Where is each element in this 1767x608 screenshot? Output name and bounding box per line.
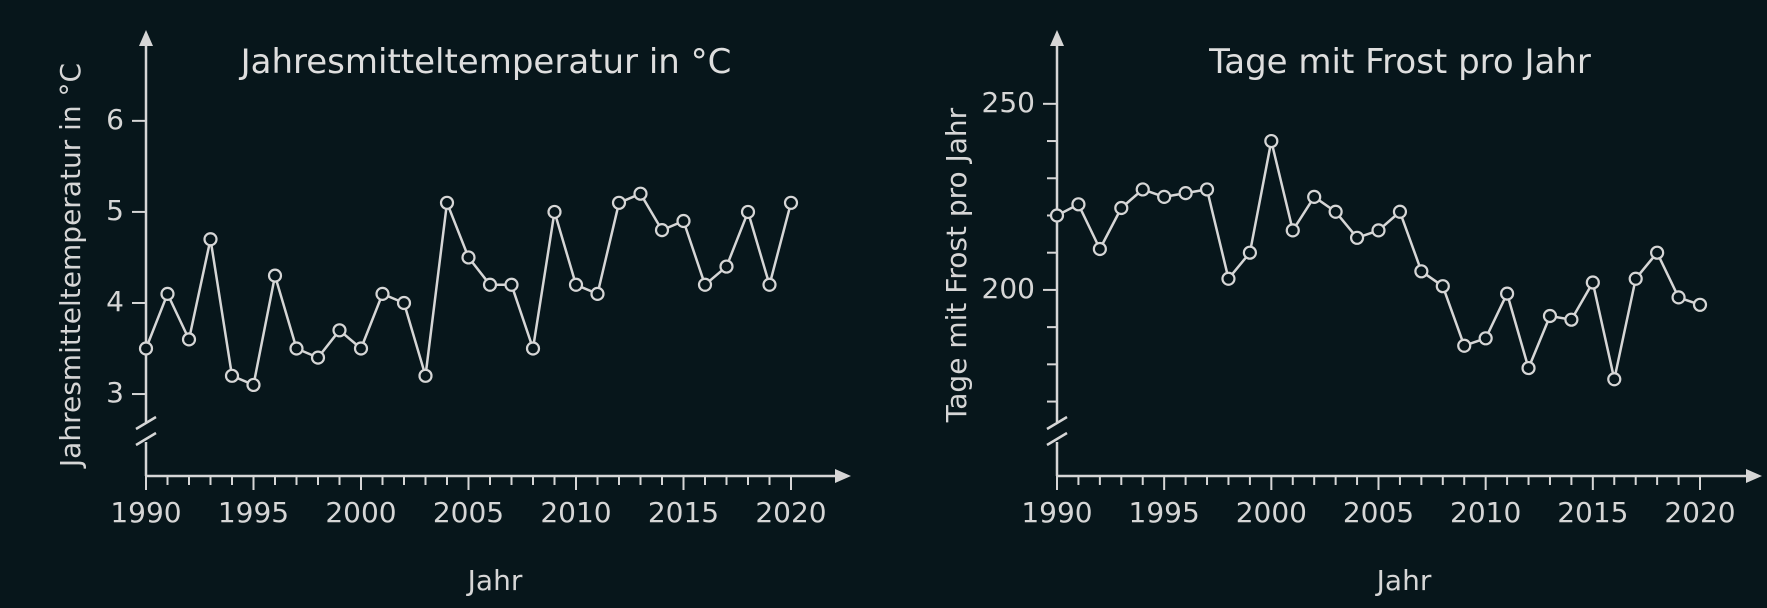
data-point — [1135, 182, 1150, 197]
data-point — [1692, 297, 1708, 312]
data-point — [762, 277, 777, 292]
data-point — [1092, 241, 1107, 257]
x-tick-label: 2015 — [1557, 496, 1628, 529]
x-tick-label: 2010 — [540, 496, 611, 529]
data-point — [1628, 271, 1643, 286]
y-tick-label: 5 — [106, 194, 124, 227]
data-point — [160, 286, 175, 301]
data-point — [633, 186, 648, 201]
data-point — [461, 250, 476, 265]
chart-title: Jahresmitteltemperatur in °C — [239, 42, 732, 82]
data-point — [504, 277, 519, 292]
data-point — [1392, 204, 1408, 219]
x-tick-label: 2005 — [433, 496, 504, 529]
y-axis-break-mark — [1046, 415, 1068, 447]
y-tick-label: 4 — [106, 285, 124, 318]
x-tick-label: 2000 — [325, 496, 396, 529]
data-point — [1178, 186, 1193, 201]
data-point — [1671, 290, 1686, 305]
data-point — [654, 223, 670, 238]
data-point — [1307, 189, 1322, 204]
y-tick-label: 6 — [106, 103, 124, 136]
data-point — [1414, 264, 1429, 279]
data-point — [1328, 204, 1343, 219]
data-point — [482, 277, 498, 292]
series-line — [1056, 139, 1701, 381]
data-point — [1478, 331, 1493, 346]
y-axis-label: Jahresmitteltemperatur in °C — [54, 63, 87, 469]
data-point — [181, 332, 197, 347]
data-point — [439, 195, 455, 210]
chart-temperature: Jahresmitteltemperatur in °C Jahresmittel… — [54, 30, 851, 597]
x-tick-label: 1990 — [1021, 496, 1092, 529]
data-point — [740, 204, 756, 220]
data-point — [418, 368, 433, 383]
x-axis-label: Jahr — [1375, 564, 1432, 597]
data-point — [1585, 275, 1600, 290]
data-point — [310, 350, 326, 365]
data-point — [289, 341, 304, 356]
data-point — [547, 204, 562, 220]
y-tick-label: 200 — [982, 272, 1035, 305]
data-point — [1607, 372, 1622, 387]
data-point — [611, 195, 627, 210]
data-point — [1049, 208, 1065, 223]
data-point — [353, 341, 369, 356]
x-axis-label: Jahr — [466, 564, 523, 597]
data-point — [719, 259, 734, 274]
data-point — [1285, 223, 1300, 238]
data-point — [1221, 271, 1236, 286]
data-point — [1071, 197, 1086, 212]
data-point — [676, 213, 691, 229]
data-point — [203, 232, 218, 247]
chart-title: Tage mit Frost pro Jahr — [1208, 42, 1591, 82]
data-point — [1499, 286, 1515, 301]
y-axis-break-mark — [135, 415, 157, 447]
x-tick-label: 2000 — [1236, 496, 1307, 529]
data-point — [590, 286, 605, 301]
x-tick-label: 2005 — [1343, 496, 1414, 529]
data-point — [1242, 245, 1258, 260]
data-point — [1542, 308, 1558, 324]
data-point — [246, 377, 261, 393]
data-point — [697, 277, 713, 292]
data-point — [1521, 360, 1536, 376]
data-point — [267, 268, 283, 283]
data-point — [1349, 230, 1365, 245]
data-point — [568, 277, 584, 292]
x-axis-arrow — [1746, 469, 1762, 483]
data-point — [1114, 200, 1129, 216]
data-point — [525, 341, 541, 356]
data-point — [396, 295, 412, 311]
data-point — [783, 195, 799, 210]
data-point — [224, 368, 240, 383]
x-tick-label: 1990 — [110, 496, 181, 529]
y-tick-label: 3 — [106, 376, 124, 409]
y-tick-label: 250 — [982, 86, 1035, 119]
data-point — [1457, 338, 1472, 353]
data-point — [375, 286, 390, 301]
x-tick-label: 2020 — [1664, 496, 1735, 529]
data-point — [1435, 279, 1450, 294]
data-point — [332, 323, 347, 338]
data-point — [138, 341, 154, 356]
data-point — [1371, 223, 1386, 238]
x-tick-label: 2020 — [755, 496, 826, 529]
data-point — [1264, 133, 1279, 149]
y-axis-arrow — [139, 30, 153, 46]
chart-frost-days: Tage mit Frost pro Jahr Tage mit Frost pr… — [940, 30, 1762, 597]
data-point — [1199, 182, 1215, 197]
x-axis-arrow — [835, 469, 851, 483]
data-point — [1157, 189, 1172, 204]
y-axis-label: Tage mit Frost pro Jahr — [940, 107, 973, 423]
series-line — [144, 192, 793, 387]
data-point — [1564, 312, 1579, 327]
x-tick-label: 1995 — [218, 496, 289, 529]
y-axis-arrow — [1050, 30, 1064, 46]
data-point — [1650, 245, 1665, 260]
x-tick-label: 2010 — [1450, 496, 1521, 529]
x-tick-label: 1995 — [1129, 496, 1200, 529]
x-tick-label: 2015 — [648, 496, 719, 529]
